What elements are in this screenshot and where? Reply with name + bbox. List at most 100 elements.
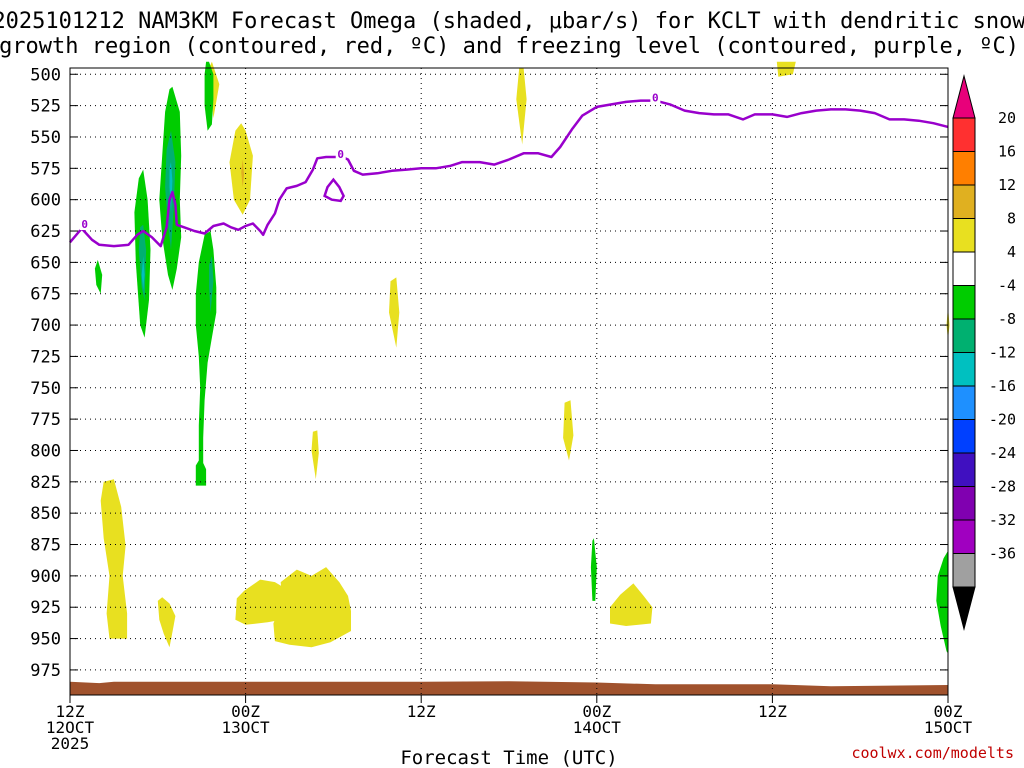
colorbar-label: -36 <box>989 545 1016 563</box>
x-tick-label: 12OCT <box>46 718 95 737</box>
omega-shaded-region--16to-12 <box>169 162 173 213</box>
colorbar-label: 12 <box>998 176 1016 194</box>
x-tick-label: 13OCT <box>222 718 271 737</box>
colorbar-label: -24 <box>989 444 1016 462</box>
y-tick-label: 900 <box>30 567 61 587</box>
colorbar-label: -28 <box>989 478 1016 496</box>
freezing-level-label: 0 <box>81 218 88 231</box>
x-tick-label: 2025 <box>51 734 90 753</box>
x-tick-label: 00Z <box>582 702 611 721</box>
y-tick-label: 725 <box>30 347 61 367</box>
omega-shaded-region-8to12 <box>241 159 245 188</box>
colorbar-segment <box>952 419 976 454</box>
omega-shaded-region-4to8 <box>229 123 253 215</box>
freezing-level-label-bg <box>79 218 90 231</box>
colorbar-label: 20 <box>998 109 1016 127</box>
omega-shaded-region--12to-8 <box>209 256 214 313</box>
x-tick-label: 14OCT <box>573 718 622 737</box>
y-tick-label: 850 <box>30 504 61 524</box>
colorbar-top-arrow <box>952 74 976 119</box>
colorbar-bottom-arrow <box>952 586 976 631</box>
plot-frame <box>69 67 949 696</box>
x-tick-label: 00Z <box>231 702 260 721</box>
colorbar-label: -16 <box>989 377 1016 395</box>
colorbar-label: -32 <box>989 511 1016 529</box>
y-tick-label: 525 <box>30 97 61 117</box>
freezing-level-label-bg <box>335 147 346 160</box>
colorbar-label: -20 <box>989 411 1016 429</box>
omega-shaded-region-4to8 <box>610 583 653 626</box>
y-tick-label: 875 <box>30 536 61 556</box>
freezing-level-contour: 0 0 0 <box>69 91 949 248</box>
omega-shaded-region-4to8 <box>311 430 319 480</box>
omega-shaded-region--8to-4 <box>936 550 948 654</box>
plot-area <box>70 61 950 695</box>
y-tick-label: 675 <box>30 285 61 305</box>
plot-background <box>70 68 948 695</box>
omega-shaded-region-4to8 <box>516 68 527 145</box>
omega-shaded-region-4to8 <box>100 479 128 639</box>
colorbar-segment <box>952 352 976 387</box>
y-tick-label: 650 <box>30 253 61 273</box>
y-tick-label: 975 <box>30 661 61 681</box>
chart-title-line-2: growth region (contoured, red, ºC) and f… <box>0 34 1019 59</box>
colorbar-segment <box>952 218 976 253</box>
chart-title-line-1: 2025101212 NAM3KM Forecast Omega (shaded… <box>0 9 1024 34</box>
y-tick-label: 925 <box>30 598 61 618</box>
colorbar-label: 16 <box>998 143 1016 161</box>
omega-shaded-region--12to-8 <box>138 224 147 300</box>
y-tick-label: 625 <box>30 222 61 242</box>
colorbar-segment <box>952 452 976 487</box>
freezing-level-label: 0 <box>337 148 344 161</box>
x-tick-label: 12Z <box>407 702 436 721</box>
colorbar-segment <box>952 184 976 219</box>
omega-shaded-region-4to8 <box>157 597 176 648</box>
omega-shaded-region--8to-4 <box>590 538 597 601</box>
colorbar-segment <box>952 251 976 286</box>
colorbar-segment <box>952 117 976 152</box>
omega-shaded-region--8to-4 <box>94 259 103 294</box>
colorbar-segment <box>952 151 976 186</box>
omega-shaded-region--8to-4 <box>204 61 214 131</box>
y-tick-label: 800 <box>30 441 61 461</box>
colorbar-segment <box>952 553 976 588</box>
terrain-surface <box>70 681 948 695</box>
omega-shaded-region-4to8 <box>776 61 796 77</box>
y-tick-label: 775 <box>30 410 61 430</box>
y-axis-pressure-ticks: 500 525 550 575 600 625 650 675 700 725 750 775 800 8… <box>30 65 948 681</box>
omega-colorbar: 20 16 12 8 4 -4 -8 -12 -16 -20 -24 -28 -32 -36 <box>952 74 1016 631</box>
x-tick-label: 00Z <box>934 702 963 721</box>
x-axis-label: Forecast Time (UTC) <box>400 747 617 768</box>
freezing-level-line <box>69 99 949 248</box>
y-tick-label: 500 <box>30 65 61 85</box>
y-tick-label: 575 <box>30 159 61 179</box>
colorbar-label: 4 <box>1007 243 1016 261</box>
colorbar-segment <box>952 486 976 521</box>
y-tick-label: 750 <box>30 379 61 399</box>
freezing-level-loop <box>323 177 346 203</box>
colorbar-segment <box>952 519 976 554</box>
colorbar-label: -4 <box>998 277 1016 295</box>
omega-shaded-region-4to8 <box>235 579 290 625</box>
y-tick-label: 700 <box>30 316 61 336</box>
y-tick-label: 600 <box>30 191 61 211</box>
omega-shaded-region--16to-12 <box>141 256 145 290</box>
omega-shaded-region-4to8 <box>273 567 351 648</box>
colorbar-segment <box>952 385 976 420</box>
colorbar-label: -8 <box>998 310 1016 328</box>
omega-shaded-region-4to8 <box>563 400 574 461</box>
y-tick-label: 825 <box>30 473 61 493</box>
x-tick-label: 12Z <box>758 702 787 721</box>
colorbar-segment <box>952 285 976 320</box>
x-tick-label: 12Z <box>56 702 85 721</box>
freezing-level-label-bg <box>650 91 661 104</box>
credit-text: coolwx.com/modelts <box>851 744 1014 762</box>
y-tick-label: 550 <box>30 128 61 148</box>
colorbar-label: 8 <box>1007 210 1016 228</box>
colorbar-label: -12 <box>989 344 1016 362</box>
colorbar-segment <box>952 318 976 353</box>
omega-shaded-region-4to8 <box>389 277 400 348</box>
x-tick-label: 15OCT <box>924 718 973 737</box>
